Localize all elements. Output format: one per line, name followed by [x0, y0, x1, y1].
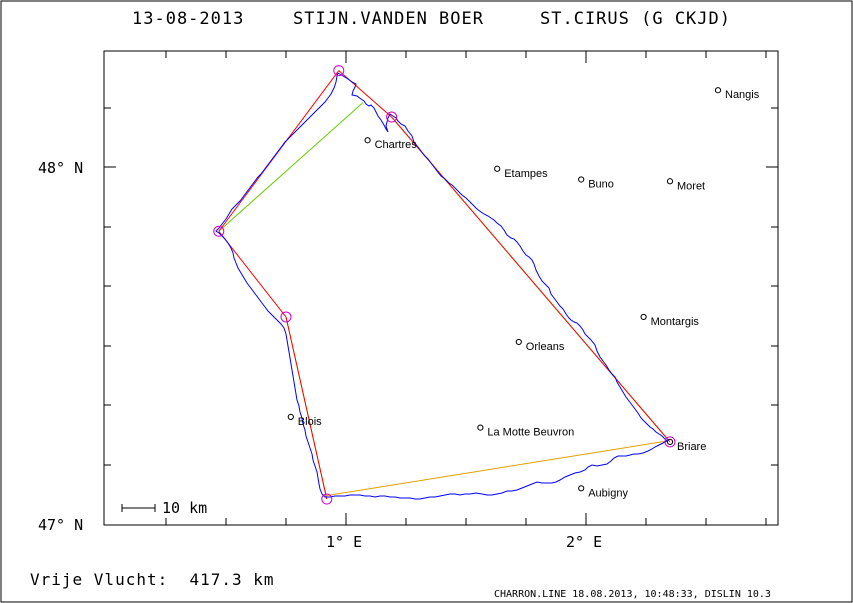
optimized-leg	[218, 102, 364, 232]
scale-bar-label: 10 km	[162, 499, 207, 517]
town-marker	[578, 485, 585, 492]
distance-label: Vrije Vlucht: 417.3 km	[30, 570, 275, 589]
gps-track	[215, 72, 668, 500]
task-leg	[338, 70, 392, 118]
town-label: Briare	[677, 441, 706, 453]
closing-leg	[323, 440, 668, 497]
lon-label-1: 1° E	[326, 533, 362, 551]
glider-name: ST.CIRUS (G CKJD)	[540, 9, 731, 29]
town-marker	[578, 176, 585, 183]
town-label: La Motte Beuvron	[487, 427, 574, 439]
town-marker	[494, 165, 501, 172]
turnpoint-marker	[280, 311, 292, 323]
town-label: Nangis	[725, 89, 760, 101]
town-marker	[666, 438, 674, 445]
task-legs	[218, 70, 671, 500]
town-marker	[364, 137, 371, 144]
plot-area	[103, 50, 779, 526]
turnpoint-marker	[333, 65, 345, 77]
town-label: Blois	[298, 416, 322, 428]
turnpoint-marker	[213, 225, 225, 237]
town-label: Chartres	[375, 139, 418, 151]
town-label: Moret	[677, 180, 705, 192]
town-marker	[515, 338, 522, 346]
town-label: Aubigny	[588, 487, 628, 499]
town-marker	[666, 178, 674, 185]
flight-date: 13-08-2013	[132, 9, 244, 29]
pilot-name: STIJN.VANDEN BOER	[293, 9, 484, 29]
turnpoint-marker	[664, 436, 676, 448]
town-label: Etampes	[504, 168, 548, 180]
lat-label-48: 48° N	[38, 159, 83, 177]
town-marker	[477, 424, 484, 431]
town-label: Buno	[588, 178, 614, 190]
turnpoints	[213, 65, 676, 505]
scale-bar: 10 km	[121, 499, 207, 517]
town-marker	[640, 313, 647, 321]
towns-layer: Nangis Chartres Etampes Buno Moret Montargis O…	[287, 87, 760, 499]
turnpoint-marker	[321, 493, 333, 505]
town-marker	[287, 413, 294, 420]
lon-label-2: 2° E	[566, 533, 602, 551]
task-leg	[391, 116, 671, 443]
axis-ticks	[104, 51, 778, 525]
town-label: Orleans	[526, 341, 565, 353]
turnpoint-marker	[386, 111, 398, 123]
town-marker	[714, 87, 722, 94]
task-leg	[285, 316, 328, 500]
optimized-route	[218, 102, 671, 500]
lat-label-47: 47° N	[38, 516, 83, 534]
render-info: CHARRON.LINE 18.08.2013, 10:48:33, DISLI…	[494, 589, 771, 600]
town-label: Montargis	[651, 316, 700, 328]
